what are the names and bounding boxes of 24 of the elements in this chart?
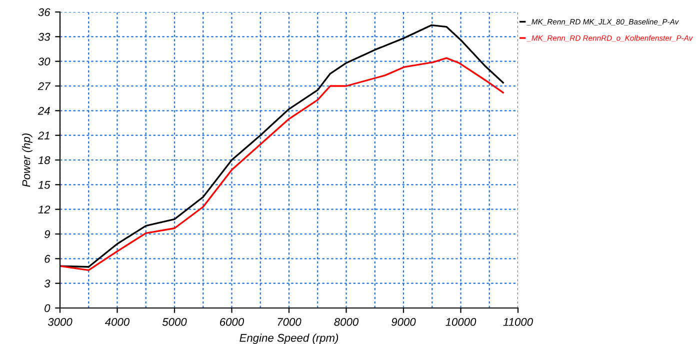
y-tick-label: 27 [38, 82, 51, 90]
y-tick-label: 21 [38, 132, 50, 140]
y-tick-label: 12 [38, 206, 50, 214]
x-tick-label: 8000 [334, 318, 359, 326]
x-tick-label: 9000 [392, 318, 416, 326]
y-tick-label: 18 [38, 156, 50, 164]
x-tick-label: 5000 [162, 318, 187, 326]
y-tick-label: 24 [38, 106, 50, 115]
y-tick-label: 15 [38, 181, 50, 189]
x-tick-label: 3000 [48, 318, 72, 326]
y-tick-label: 6 [44, 254, 50, 263]
x-tick-label: 6000 [220, 318, 244, 326]
y-tick-label: 36 [38, 8, 50, 16]
x-axis-title: Engine Speed (rpm) [240, 334, 338, 344]
x-tick-label: 11000 [503, 318, 533, 326]
y-tick-label: 0 [44, 304, 50, 312]
y-tick-label: 30 [38, 58, 50, 66]
y-axis-title: Power (hp) [22, 133, 32, 187]
y-tick-label: 33 [38, 32, 50, 41]
y-tick-label: 3 [44, 280, 50, 288]
x-tick-label: 10000 [446, 318, 476, 326]
x-tick-label: 4000 [104, 318, 130, 326]
x-tick-label: 7000 [278, 318, 302, 326]
y-tick-label: 9 [44, 230, 50, 238]
